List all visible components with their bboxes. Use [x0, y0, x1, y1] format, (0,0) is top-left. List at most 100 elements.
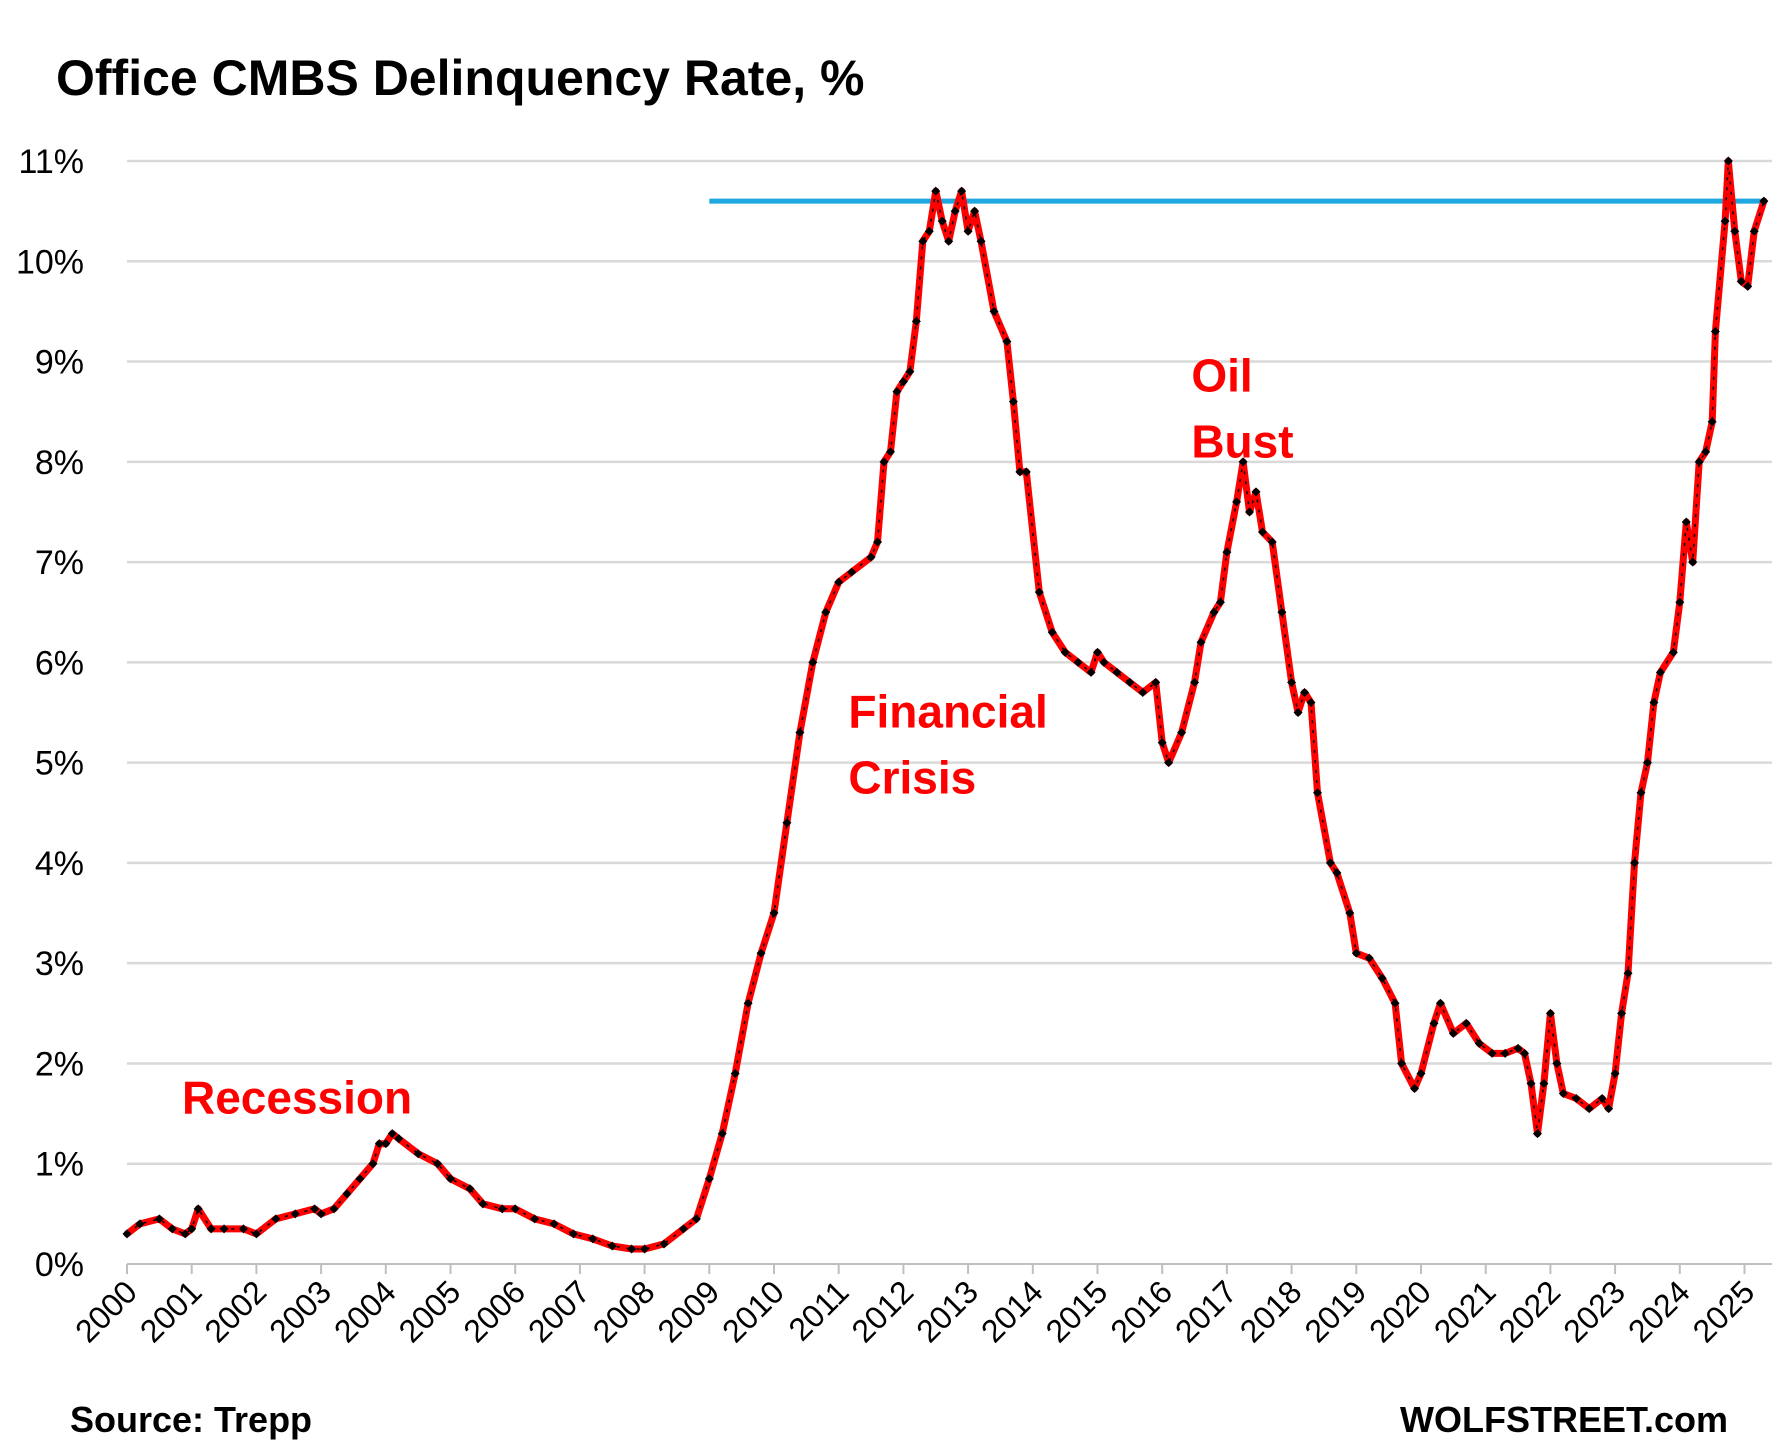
data-point: [1597, 1094, 1607, 1104]
x-tick-label: 2014: [974, 1273, 1050, 1349]
data-point: [1047, 627, 1057, 637]
data-point: [1138, 687, 1148, 697]
data-point: [892, 387, 902, 397]
x-tick-label: 2016: [1103, 1273, 1179, 1349]
data-point: [873, 537, 883, 547]
data-point: [187, 1224, 197, 1234]
y-axis-ticks: 0% 1% 2% 3% 4% 5% 6% 7% 8% 9% 10% 11%: [16, 143, 84, 1284]
data-point: [510, 1204, 520, 1214]
data-point: [1093, 647, 1102, 657]
data-point: [866, 552, 876, 562]
data-point: [1730, 226, 1740, 236]
data-point: [1688, 557, 1698, 567]
data-point: [355, 1174, 365, 1184]
data-point: [1736, 276, 1746, 286]
data-point: [1345, 908, 1355, 918]
data-point: [898, 377, 908, 387]
data-point: [1364, 953, 1374, 963]
data-point: [167, 1224, 177, 1234]
x-tick-label: 2010: [715, 1273, 791, 1349]
data-point: [950, 206, 960, 216]
data-point: [1552, 1058, 1562, 1068]
data-point: [1461, 1018, 1471, 1028]
source-label: Source: Trepp: [70, 1399, 312, 1440]
data-point: [821, 607, 831, 617]
x-tick-label: 2001: [133, 1273, 209, 1349]
data-point: [271, 1214, 281, 1224]
data-point: [1749, 226, 1759, 236]
data-point: [154, 1214, 164, 1224]
data-point: [1300, 687, 1310, 697]
data-point: [640, 1244, 650, 1254]
x-tick-label: 2005: [392, 1273, 468, 1349]
data-point: [238, 1224, 248, 1234]
data-point: [795, 728, 805, 738]
data-point: [963, 226, 973, 236]
data-point: [704, 1174, 714, 1184]
data-point: [1723, 156, 1733, 166]
data-point: [905, 367, 915, 377]
data-point: [1623, 968, 1633, 978]
chart-title: Office CMBS Delinquency Rate, %: [56, 50, 865, 106]
data-point: [808, 657, 818, 667]
y-tick-label: 8%: [35, 444, 84, 482]
data-point: [1649, 697, 1659, 707]
annotations: Recession Financial Crisis Oil Bust: [182, 350, 1294, 1124]
x-tick-label: 2020: [1362, 1273, 1438, 1349]
data-point: [834, 577, 844, 587]
data-point: [1157, 738, 1167, 748]
x-tick-label: 2013: [909, 1273, 985, 1349]
data-point: [1306, 697, 1316, 707]
data-point: [1222, 547, 1232, 557]
data-point: [342, 1189, 352, 1199]
data-point: [1164, 758, 1174, 768]
data-point: [1500, 1048, 1510, 1058]
data-point: [251, 1229, 261, 1239]
data-point: [193, 1204, 203, 1214]
data-point: [1416, 1068, 1426, 1078]
data-point: [1073, 657, 1083, 667]
data-point: [1642, 758, 1652, 768]
data-point: [206, 1224, 216, 1234]
data-point: [1099, 657, 1109, 667]
x-tick-label: 2025: [1686, 1273, 1762, 1349]
data-point: [1707, 417, 1717, 427]
x-tick-label: 2007: [521, 1273, 597, 1349]
data-point: [1610, 1068, 1620, 1078]
x-tick-label: 2021: [1427, 1273, 1503, 1349]
data-point: [413, 1149, 423, 1159]
data-point: [743, 998, 753, 1008]
data-point: [1526, 1079, 1536, 1089]
data-point: [1351, 948, 1361, 958]
data-point: [782, 818, 792, 828]
data-point: [588, 1234, 598, 1244]
data-point: [1008, 397, 1018, 407]
data-point: [1681, 517, 1691, 527]
y-tick-label: 4%: [35, 845, 84, 883]
data-point: [381, 1139, 391, 1149]
x-tick-label: 2023: [1556, 1273, 1632, 1349]
x-tick-label: 2015: [1039, 1273, 1115, 1349]
data-point: [374, 1139, 384, 1149]
data-point: [1232, 497, 1242, 507]
data-point: [1060, 647, 1070, 657]
data-point: [1267, 537, 1277, 547]
data-point: [885, 447, 895, 457]
data-point: [944, 236, 954, 246]
data-point: [1429, 1018, 1439, 1028]
x-tick-label: 2006: [456, 1273, 532, 1349]
data-point: [1474, 1038, 1484, 1048]
data-point: [1238, 457, 1248, 467]
data-point: [549, 1219, 559, 1229]
data-point: [219, 1224, 229, 1234]
data-point: [1209, 607, 1219, 617]
annotation: Recession: [182, 1072, 412, 1124]
data-point: [931, 186, 941, 196]
data-point: [1636, 788, 1646, 798]
data-point: [1002, 336, 1012, 346]
data-point: [970, 206, 980, 216]
data-point: [1513, 1043, 1523, 1053]
data-point: [1397, 1058, 1407, 1068]
x-tick-label: 2024: [1621, 1273, 1697, 1349]
